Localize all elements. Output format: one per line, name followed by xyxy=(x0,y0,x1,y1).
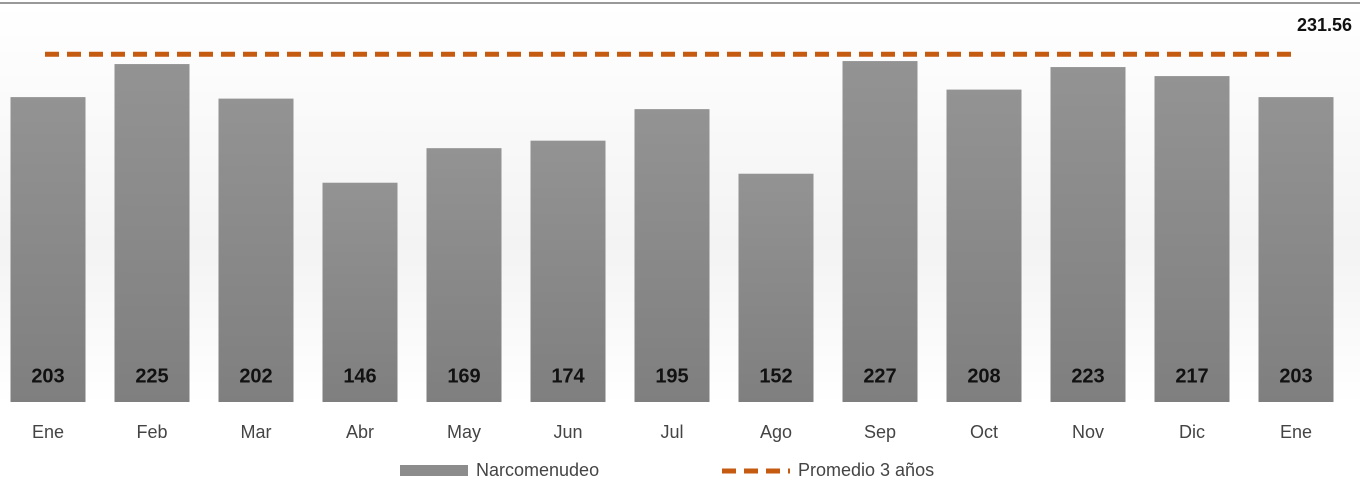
bar xyxy=(946,89,1022,402)
value-label: 203 xyxy=(1279,365,1312,387)
value-label: 208 xyxy=(967,365,1000,387)
bar xyxy=(114,64,190,402)
x-tick-label: Abr xyxy=(346,422,374,442)
x-tick-label: May xyxy=(447,422,481,442)
x-tick-label: Jul xyxy=(660,422,683,442)
bar xyxy=(842,61,918,403)
value-label: 152 xyxy=(759,365,792,387)
bar xyxy=(634,109,710,402)
x-tick-label: Feb xyxy=(136,422,167,442)
x-tick-label: Oct xyxy=(970,422,998,442)
value-label: 169 xyxy=(447,365,480,387)
x-tick-label: Mar xyxy=(241,422,272,442)
value-label: 202 xyxy=(239,365,272,387)
x-tick-label: Ene xyxy=(32,422,64,442)
value-label: 223 xyxy=(1071,365,1104,387)
x-tick-label: Sep xyxy=(864,422,896,442)
value-label: 174 xyxy=(551,365,585,387)
average-label: 231.56 xyxy=(1297,15,1352,35)
legend-label: Promedio 3 años xyxy=(798,460,934,480)
bar xyxy=(738,173,814,402)
bar xyxy=(1050,67,1126,402)
legend-label: Narcomenudeo xyxy=(476,460,599,480)
value-label: 195 xyxy=(655,365,688,387)
bar xyxy=(1258,97,1334,402)
value-label: 227 xyxy=(863,365,896,387)
x-tick-label: Jun xyxy=(553,422,582,442)
x-tick-label: Nov xyxy=(1072,422,1104,442)
bar xyxy=(322,182,398,402)
bar xyxy=(426,148,502,402)
value-label: 203 xyxy=(31,365,64,387)
legend-swatch xyxy=(400,465,468,476)
bar xyxy=(530,140,606,402)
value-label: 225 xyxy=(135,365,168,387)
bar xyxy=(218,98,294,402)
x-tick-label: Ene xyxy=(1280,422,1312,442)
bar xyxy=(1154,76,1230,402)
bar xyxy=(10,97,86,402)
x-tick-label: Dic xyxy=(1179,422,1205,442)
value-label: 217 xyxy=(1175,365,1208,387)
x-tick-label: Ago xyxy=(760,422,792,442)
value-label: 146 xyxy=(343,365,376,387)
